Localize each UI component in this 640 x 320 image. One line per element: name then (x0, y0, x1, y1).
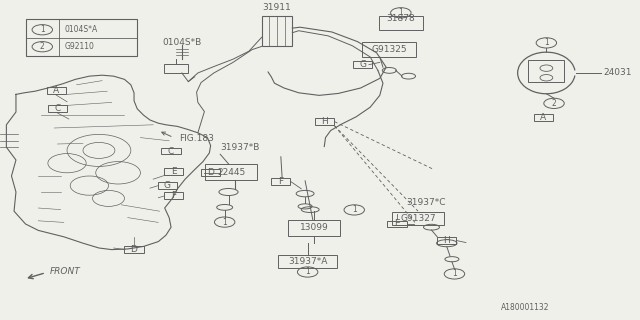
Text: 31937*B: 31937*B (220, 143, 260, 152)
Bar (362, 42, 417, 57)
Bar (205, 164, 257, 180)
Bar (164, 168, 183, 175)
Text: A180001132: A180001132 (501, 303, 550, 312)
Text: D: D (207, 168, 214, 177)
Text: FRONT: FRONT (50, 267, 81, 276)
Text: G91325: G91325 (372, 45, 407, 54)
Bar (387, 221, 406, 227)
Text: 2: 2 (552, 99, 556, 108)
Bar (164, 64, 188, 73)
Text: F: F (171, 191, 176, 200)
Bar (157, 182, 177, 189)
Text: 24031: 24031 (604, 68, 632, 77)
Text: G: G (359, 60, 366, 69)
Bar (437, 237, 456, 244)
Text: F: F (278, 177, 284, 186)
Text: E: E (171, 167, 177, 176)
Text: E: E (394, 220, 400, 228)
Text: 1: 1 (40, 25, 45, 34)
Bar (315, 118, 334, 125)
Text: 0104S*A: 0104S*A (64, 25, 97, 34)
Text: H: H (321, 117, 328, 126)
Text: 1: 1 (305, 268, 310, 276)
Text: 1: 1 (222, 218, 227, 227)
Text: 0104S*B: 0104S*B (163, 38, 202, 47)
Text: 31937*A: 31937*A (288, 257, 327, 266)
Text: A: A (540, 113, 547, 122)
Bar (271, 179, 291, 185)
Text: 22445: 22445 (217, 168, 245, 177)
Text: C: C (54, 104, 61, 113)
Bar (278, 255, 337, 268)
Text: 1: 1 (399, 8, 403, 17)
Text: 2: 2 (40, 42, 45, 51)
Bar (262, 16, 292, 46)
Text: 13099: 13099 (300, 223, 328, 232)
Bar (529, 60, 564, 82)
Bar (353, 61, 372, 68)
Text: H: H (444, 236, 450, 245)
Text: 31911: 31911 (262, 3, 291, 12)
Text: C: C (168, 147, 174, 156)
Bar (379, 16, 422, 30)
Text: 31937*C: 31937*C (406, 198, 446, 207)
Text: FIG.183: FIG.183 (179, 134, 214, 143)
Bar (534, 115, 553, 121)
Text: A: A (53, 86, 60, 95)
Bar (161, 148, 180, 155)
Text: 1: 1 (352, 205, 356, 214)
Text: G91327: G91327 (400, 214, 436, 223)
Bar (48, 105, 67, 112)
Bar (288, 220, 340, 236)
Bar (392, 212, 444, 225)
Text: G: G (164, 181, 171, 190)
Text: D: D (131, 245, 138, 254)
Bar (47, 87, 66, 93)
Text: G92110: G92110 (64, 42, 94, 51)
Bar (124, 246, 143, 253)
Bar (201, 170, 220, 176)
Bar (164, 193, 183, 199)
Text: 31878: 31878 (387, 14, 415, 23)
Text: 1: 1 (452, 269, 457, 278)
Text: 1: 1 (544, 38, 548, 47)
Bar (26, 19, 137, 56)
